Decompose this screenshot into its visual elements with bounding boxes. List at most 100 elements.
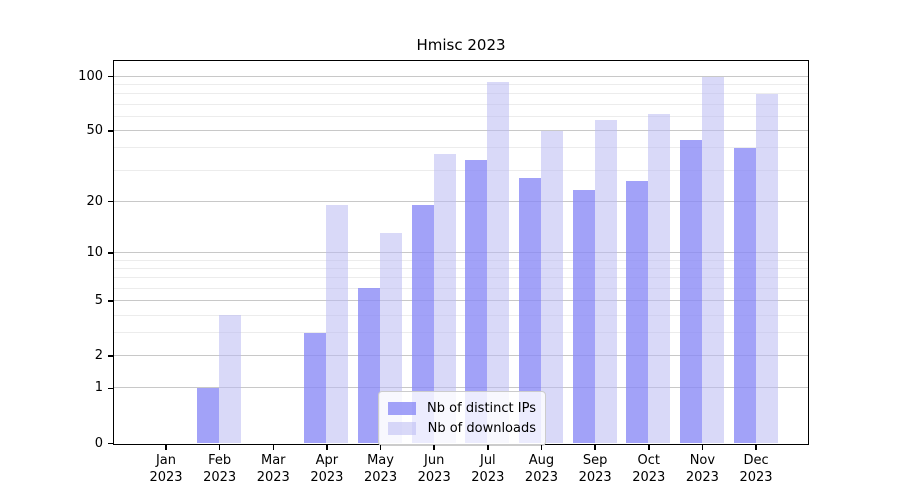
x-tick-year-jul: 2023: [471, 470, 505, 485]
minor-gridline-80: [114, 93, 808, 95]
x-tick-label-sep: Sep 2023: [565, 452, 625, 486]
y-tick-5: [108, 300, 113, 302]
y-tick-10: [108, 252, 113, 254]
bar-downloads-dec: [755, 93, 778, 443]
y-tick-2: [108, 355, 113, 357]
x-tick-label-oct: Oct 2023: [619, 452, 679, 486]
x-tick-label-apr: Apr 2023: [297, 452, 357, 486]
legend-label-downloads: Nb of downloads: [427, 420, 536, 436]
bar-ips-nov: [679, 140, 702, 443]
x-tick-month-jun: Jun: [424, 453, 445, 468]
x-tick-year-dec: 2023: [739, 470, 773, 485]
x-tick-month-mar: Mar: [261, 453, 286, 468]
bar-downloads-jul: [487, 81, 510, 443]
x-tick-year-jun: 2023: [417, 470, 451, 485]
y-tick-50: [108, 130, 113, 132]
major-gridline-100: [114, 75, 808, 77]
legend-entry-distinct-ips: Nb of distinct IPs: [388, 398, 536, 418]
y-tick-label-50: 50: [86, 123, 103, 138]
legend: Nb of distinct IPs Nb of downloads: [378, 391, 546, 446]
x-tick-month-feb: Feb: [208, 453, 232, 468]
minor-gridline-30: [114, 169, 808, 171]
x-tick-year-sep: 2023: [578, 470, 612, 485]
bar-ips-oct: [626, 181, 649, 443]
x-tick-label-jun: Jun 2023: [404, 452, 464, 486]
x-tick-label-feb: Feb 2023: [190, 452, 250, 486]
x-tick-month-oct: Oct: [637, 453, 660, 468]
x-tick-jul: [487, 445, 489, 450]
x-tick-month-may: May: [367, 453, 394, 468]
bar-downloads-feb: [219, 315, 242, 443]
bar-ips-dec: [733, 147, 756, 443]
x-tick-oct: [648, 445, 650, 450]
minor-gridline-3: [114, 332, 808, 334]
legend-label-distinct-ips: Nb of distinct IPs: [427, 400, 536, 416]
x-tick-month-jan: Jan: [155, 453, 177, 468]
minor-gridline-40: [114, 147, 808, 149]
x-tick-month-jul: Jul: [479, 453, 496, 468]
x-tick-year-jan: 2023: [149, 470, 183, 485]
minor-gridline-7: [114, 277, 808, 279]
y-tick-0: [108, 442, 113, 445]
x-tick-label-jul: Jul 2023: [458, 452, 518, 486]
x-tick-aug: [540, 445, 543, 450]
x-tick-label-may: May 2023: [351, 452, 411, 486]
y-tick-100: [108, 75, 113, 78]
x-tick-year-nov: 2023: [685, 470, 719, 485]
x-tick-label-nov: Nov 2023: [672, 452, 732, 486]
x-tick-label-aug: Aug 2023: [511, 452, 571, 486]
minor-gridline-9: [114, 259, 808, 261]
x-tick-mar: [272, 445, 275, 450]
major-gridline-10: [114, 251, 808, 253]
y-tick-label-20: 20: [86, 193, 103, 209]
bar-downloads-sep: [594, 120, 617, 443]
minor-gridline-6: [114, 287, 808, 289]
x-tick-month-dec: Dec: [743, 453, 769, 468]
bar-ips-jul: [465, 160, 488, 443]
x-tick-month-nov: Nov: [689, 453, 716, 468]
bar-ips-may: [358, 288, 381, 443]
minor-gridline-70: [114, 103, 808, 105]
x-tick-month-aug: Aug: [528, 453, 555, 468]
plot-content: [114, 61, 808, 444]
x-tick-sep: [594, 445, 596, 450]
x-tick-jan: [165, 445, 167, 450]
x-tick-year-feb: 2023: [203, 470, 237, 485]
x-tick-year-apr: 2023: [310, 470, 344, 485]
plot-area: Nb of distinct IPs Nb of downloads: [113, 60, 809, 446]
x-tick-month-sep: Sep: [582, 453, 608, 468]
legend-swatch-distinct-ips: [388, 401, 416, 415]
bar-downloads-apr: [326, 204, 349, 443]
x-tick-year-aug: 2023: [524, 470, 559, 485]
x-tick-year-mar: 2023: [256, 470, 290, 485]
x-tick-jun: [433, 445, 435, 450]
y-tick-1: [108, 387, 113, 390]
x-tick-apr: [326, 445, 328, 450]
bar-downloads-jun: [433, 153, 456, 443]
major-gridline-20: [114, 200, 808, 202]
chart-title: Hmisc 2023: [416, 36, 506, 54]
x-tick-year-oct: 2023: [632, 470, 666, 485]
minor-gridline-8: [114, 267, 808, 269]
y-tick-label-5: 5: [94, 293, 103, 309]
bar-ips-feb: [197, 387, 220, 443]
bar-downloads-aug: [540, 130, 563, 443]
bar-ips-apr: [304, 332, 327, 443]
minor-gridline-60: [114, 115, 808, 117]
x-tick-label-dec: Dec 2023: [726, 452, 786, 486]
major-gridline-5: [114, 300, 808, 302]
minor-gridline-90: [114, 83, 808, 85]
y-tick-label-0: 0: [94, 435, 103, 451]
bar-downloads-oct: [648, 113, 671, 443]
x-tick-feb: [218, 445, 221, 450]
x-tick-may: [379, 445, 382, 450]
y-tick-label-1: 1: [94, 380, 103, 396]
bar-ips-aug: [518, 178, 541, 443]
major-gridline-50: [114, 130, 808, 131]
bar-ips-sep: [572, 190, 595, 443]
x-tick-month-apr: Apr: [315, 453, 339, 468]
x-tick-label-mar: Mar 2023: [243, 452, 303, 486]
y-tick-label-2: 2: [94, 348, 103, 364]
y-tick-label-100: 100: [78, 68, 103, 84]
